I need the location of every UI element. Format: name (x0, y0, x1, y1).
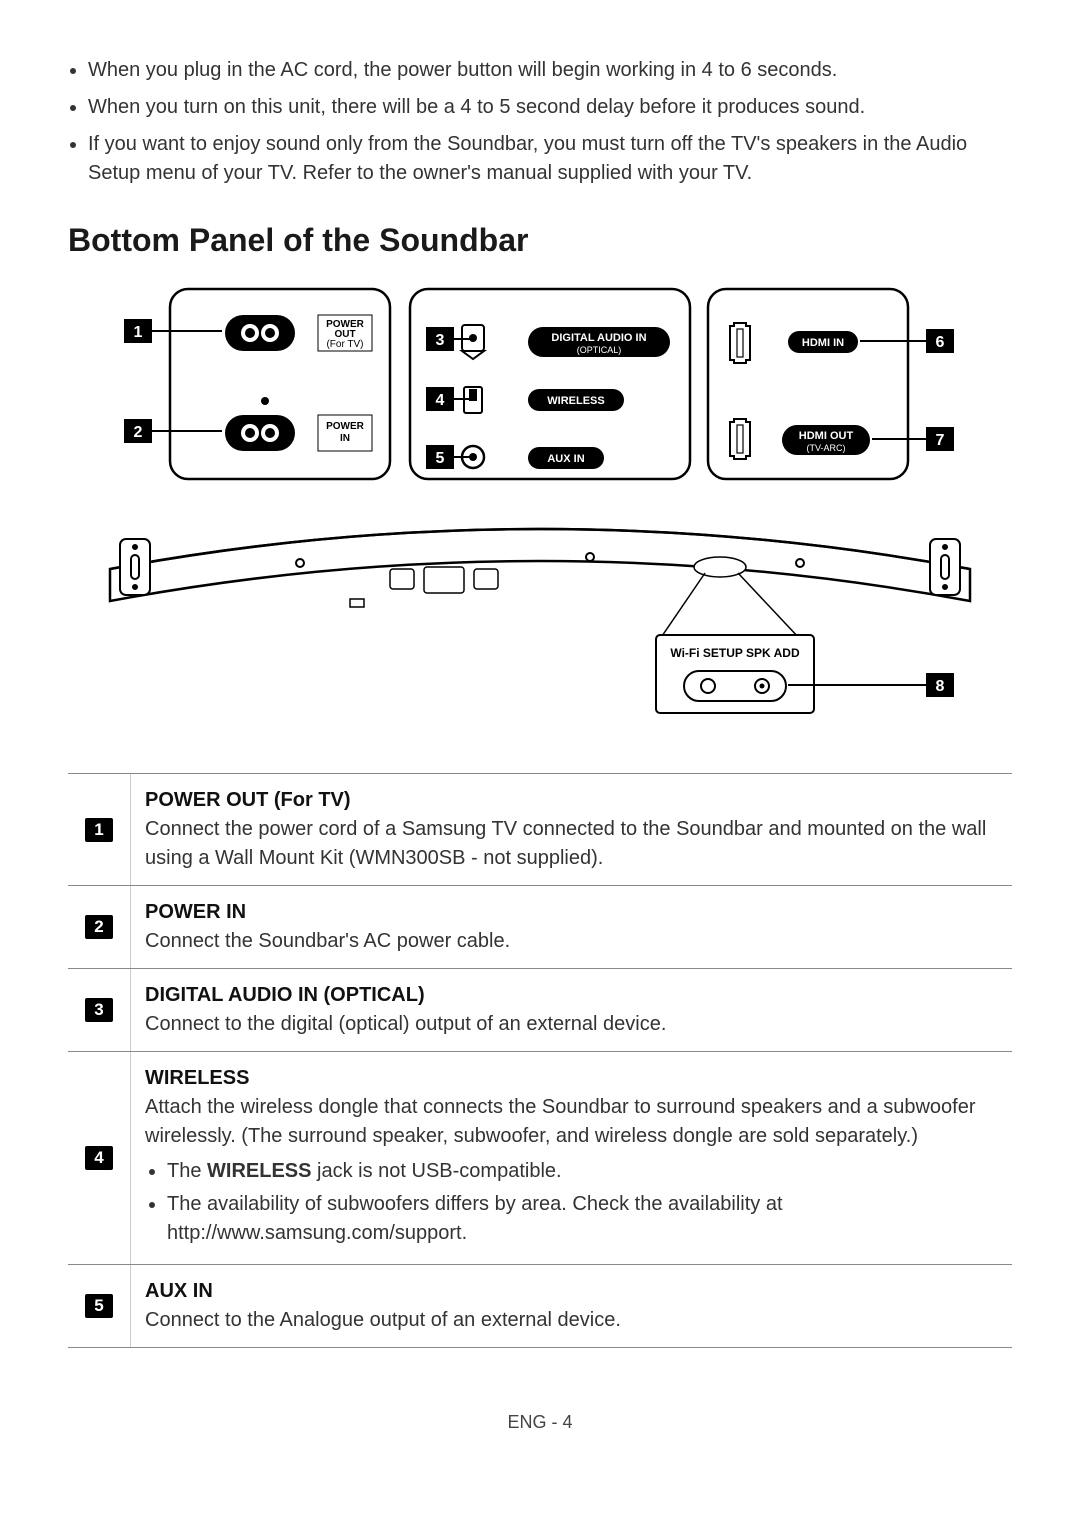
svg-text:(OPTICAL): (OPTICAL) (577, 345, 622, 355)
svg-text:IN: IN (340, 433, 350, 444)
page: When you plug in the AC cord, the power … (0, 0, 1080, 1473)
table-row: 1 POWER OUT (For TV) Connect the power c… (68, 774, 1012, 886)
row-number-cell: 2 (68, 886, 130, 968)
ports-table: 1 POWER OUT (For TV) Connect the power c… (68, 773, 1012, 1348)
row-description: DIGITAL AUDIO IN (OPTICAL) Connect to th… (130, 969, 1012, 1051)
table-row: 4 WIRELESS Attach the wireless dongle th… (68, 1052, 1012, 1265)
svg-text:POWER: POWER (326, 421, 365, 432)
row-number-badge: 3 (85, 998, 113, 1022)
row-title: WIRELESS (145, 1067, 249, 1089)
row-body: Connect the Soundbar's AC power cable. (145, 930, 510, 952)
row-number-cell: 3 (68, 969, 130, 1051)
row-number-badge: 5 (85, 1294, 113, 1318)
row-description: WIRELESS Attach the wireless dongle that… (130, 1052, 1012, 1264)
intro-bullet: If you want to enjoy sound only from the… (88, 130, 1012, 188)
row-number-cell: 1 (68, 774, 130, 885)
row-sub-bullet: The WIRELESS jack is not USB-compatible. (167, 1157, 1002, 1186)
table-row: 5 AUX IN Connect to the Analogue output … (68, 1265, 1012, 1348)
row-body: Connect to the Analogue output of an ext… (145, 1309, 621, 1331)
page-footer: ENG - 4 (68, 1412, 1012, 1433)
row-body: Connect to the digital (optical) output … (145, 1013, 666, 1035)
row-body: Connect the power cord of a Samsung TV c… (145, 818, 986, 869)
row-description: POWER IN Connect the Soundbar's AC power… (130, 886, 1012, 968)
row-body: Attach the wireless dongle that connects… (145, 1096, 976, 1147)
row-title: DIGITAL AUDIO IN (OPTICAL) (145, 984, 425, 1006)
callout-4: 4 (436, 392, 445, 409)
intro-bullet: When you plug in the AC cord, the power … (88, 56, 1012, 85)
intro-bullet-list: When you plug in the AC cord, the power … (88, 56, 1012, 188)
svg-text:Wi-Fi SETUP SPK ADD: Wi-Fi SETUP SPK ADD (670, 646, 800, 660)
svg-text:(For TV): (For TV) (326, 339, 363, 350)
row-description: POWER OUT (For TV) Connect the power cor… (130, 774, 1012, 885)
svg-text:DIGITAL AUDIO IN: DIGITAL AUDIO IN (551, 332, 646, 344)
svg-text:WIRELESS: WIRELESS (547, 395, 604, 407)
row-sub-bullets: The WIRELESS jack is not USB-compatible.… (167, 1157, 1002, 1248)
row-description: AUX IN Connect to the Analogue output of… (130, 1265, 1012, 1347)
row-number-badge: 4 (85, 1146, 113, 1170)
row-number-badge: 1 (85, 818, 113, 842)
callout-7: 7 (936, 432, 945, 449)
row-title: POWER IN (145, 901, 246, 923)
table-row: 3 DIGITAL AUDIO IN (OPTICAL) Connect to … (68, 969, 1012, 1052)
row-number-badge: 2 (85, 915, 113, 939)
callout-8: 8 (936, 678, 945, 695)
table-row: 2 POWER IN Connect the Soundbar's AC pow… (68, 886, 1012, 969)
callout-1: 1 (134, 324, 143, 341)
callout-6: 6 (936, 334, 945, 351)
callout-3: 3 (436, 332, 445, 349)
callout-5: 5 (436, 450, 445, 467)
row-number-cell: 4 (68, 1052, 130, 1264)
row-number-cell: 5 (68, 1265, 130, 1347)
svg-text:AUX IN: AUX IN (547, 453, 584, 465)
intro-bullet: When you turn on this unit, there will b… (88, 93, 1012, 122)
svg-text:(TV-ARC): (TV-ARC) (807, 443, 846, 453)
diagram-container: POWER OUT (For TV) POWER IN (68, 279, 1012, 739)
bottom-panel-diagram: POWER OUT (For TV) POWER IN (100, 279, 980, 739)
svg-text:HDMI OUT: HDMI OUT (799, 430, 854, 442)
callout-2: 2 (134, 424, 143, 441)
row-sub-bullet: The availability of subwoofers differs b… (167, 1190, 1002, 1248)
svg-text:HDMI IN: HDMI IN (802, 337, 844, 349)
row-title: AUX IN (145, 1280, 213, 1302)
section-title: Bottom Panel of the Soundbar (68, 222, 1012, 259)
row-title: POWER OUT (For TV) (145, 789, 351, 811)
